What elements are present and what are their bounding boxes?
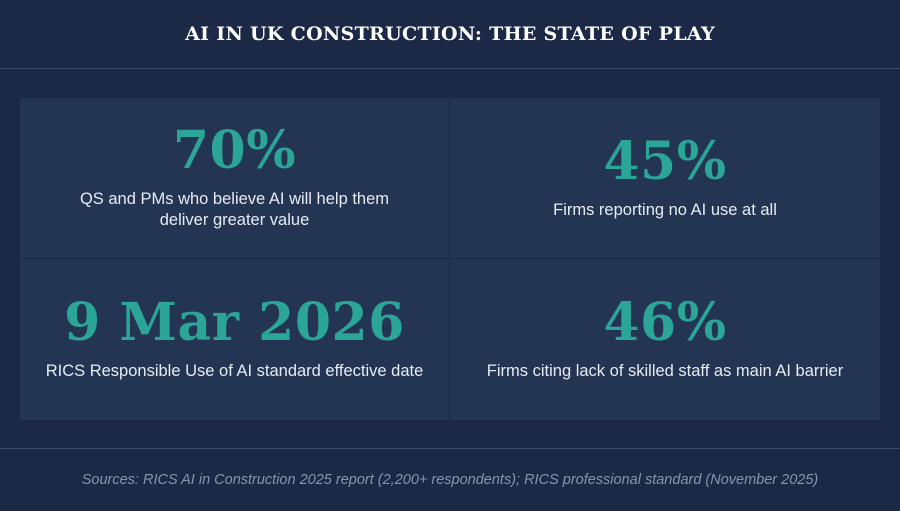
stat-label: QS and PMs who believe AI will help them… bbox=[79, 190, 390, 229]
stat-value: 45% bbox=[603, 130, 727, 192]
stat-card-rics-date: 9 Mar 2026 RICS Responsible Use of AI st… bbox=[20, 259, 450, 420]
sources-footnote: Sources: RICS AI in Construction 2025 re… bbox=[81, 472, 819, 488]
page-title: AI IN UK CONSTRUCTION: THE STATE OF PLAY bbox=[185, 23, 715, 45]
stat-value: 46% bbox=[603, 292, 727, 353]
stat-value: 9 Mar 2026 bbox=[64, 292, 405, 353]
stat-card-no-ai-use: 45% Firms reporting no AI use at all bbox=[450, 98, 880, 259]
stat-label: Firms reporting no AI use at all bbox=[553, 200, 777, 219]
stat-label: RICS Responsible Use of AI standard effe… bbox=[45, 362, 424, 380]
stats-grid: 70% QS and PMs who believe AI will help … bbox=[20, 98, 880, 420]
footer-divider bbox=[0, 448, 900, 449]
stat-label: Firms citing lack of skilled staff as ma… bbox=[486, 362, 844, 380]
header-divider bbox=[0, 68, 900, 69]
stat-card-qs-pm: 70% QS and PMs who believe AI will help … bbox=[20, 98, 450, 259]
stat-value: 70% bbox=[172, 120, 297, 181]
stat-card-skills-barrier: 46% Firms citing lack of skilled staff a… bbox=[450, 259, 880, 420]
